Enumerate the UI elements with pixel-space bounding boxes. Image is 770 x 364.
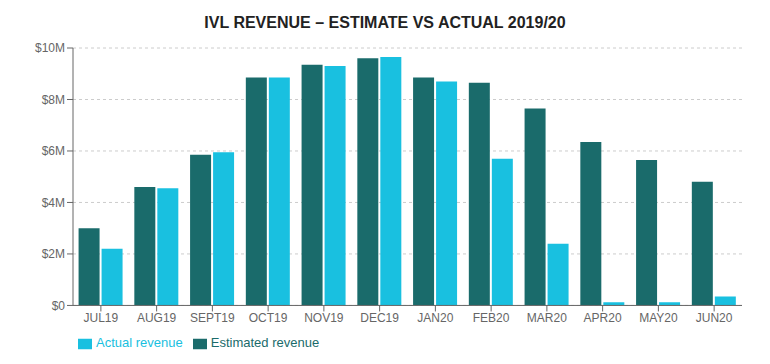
svg-text:$4M: $4M bbox=[42, 196, 65, 210]
svg-text:JAN20: JAN20 bbox=[417, 311, 453, 325]
svg-text:$8M: $8M bbox=[42, 93, 65, 107]
html-text:Actual revenue: Actual revenue bbox=[96, 335, 183, 351]
svg-text:$2M: $2M bbox=[42, 247, 65, 261]
svg-text:MAR20: MAR20 bbox=[527, 311, 567, 325]
svg-text:$10M: $10M bbox=[35, 41, 65, 55]
svg-text:$0: $0 bbox=[52, 299, 66, 313]
svg-text:NOV19: NOV19 bbox=[304, 311, 344, 325]
svg-text:JUL19: JUL19 bbox=[84, 311, 119, 325]
svg-text:$6M: $6M bbox=[42, 144, 65, 158]
svg-text:OCT19: OCT19 bbox=[249, 311, 288, 325]
svg-text:SEPT19: SEPT19 bbox=[190, 311, 235, 325]
svg-text:FEB20: FEB20 bbox=[473, 311, 510, 325]
svg-text:DEC19: DEC19 bbox=[360, 311, 399, 325]
html-text:Estimated revenue: Estimated revenue bbox=[210, 335, 320, 351]
svg-text:MAY20: MAY20 bbox=[639, 311, 678, 325]
svg-text:JUN20: JUN20 bbox=[696, 311, 733, 325]
svg-text:APR20: APR20 bbox=[584, 311, 622, 325]
svg-text:AUG19: AUG19 bbox=[137, 311, 177, 325]
html-text:IVL REVENUE – ESTIMATE VS ACTU: IVL REVENUE – ESTIMATE VS ACTUAL 2019/20 bbox=[204, 14, 566, 31]
